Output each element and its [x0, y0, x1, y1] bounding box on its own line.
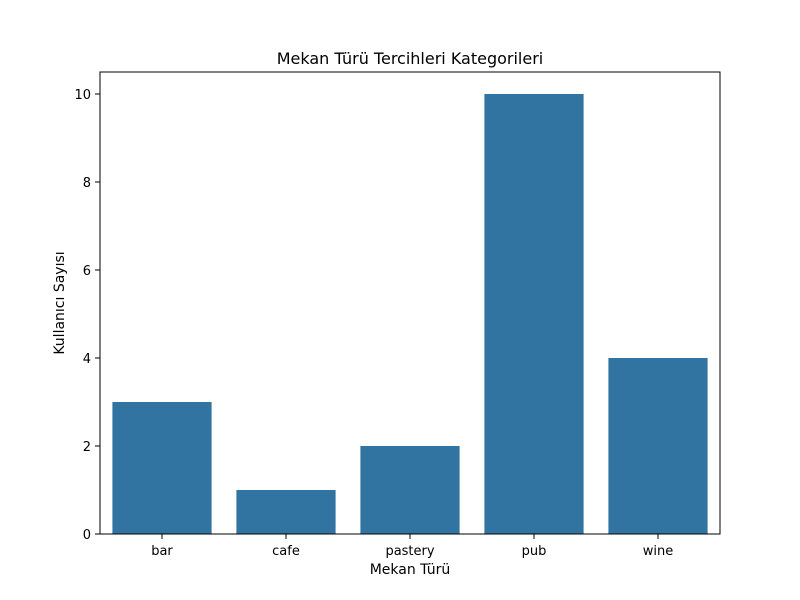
- y-tick-label: 10: [74, 88, 91, 103]
- bar-bar: [112, 402, 212, 534]
- x-tick-label: bar: [151, 544, 173, 559]
- x-tick-label: pastery: [385, 544, 434, 559]
- y-tick-label: 6: [83, 264, 91, 279]
- y-tick-label: 4: [83, 352, 91, 367]
- bar-cafe: [236, 490, 336, 534]
- x-tick-label: pub: [522, 544, 547, 559]
- y-axis-ticks: 0 2 4 6 8 10: [74, 88, 100, 543]
- x-tick-label: cafe: [272, 544, 300, 559]
- x-axis-ticks: bar cafe pastery pub wine: [151, 534, 673, 559]
- y-tick-label: 8: [83, 176, 91, 191]
- bars-group: [112, 94, 708, 534]
- bar-wine: [608, 358, 708, 534]
- chart-title: Mekan Türü Tercihleri Kategorileri: [277, 49, 544, 68]
- x-axis-label: Mekan Türü: [370, 562, 451, 578]
- y-tick-label: 2: [83, 440, 91, 455]
- bar-pastery: [360, 446, 460, 534]
- y-tick-label: 0: [83, 528, 91, 543]
- plot-frame: [99, 71, 721, 535]
- y-axis-label: Kullanıcı Sayısı: [52, 251, 68, 354]
- bar-pub: [484, 94, 584, 534]
- x-tick-label: wine: [643, 544, 673, 559]
